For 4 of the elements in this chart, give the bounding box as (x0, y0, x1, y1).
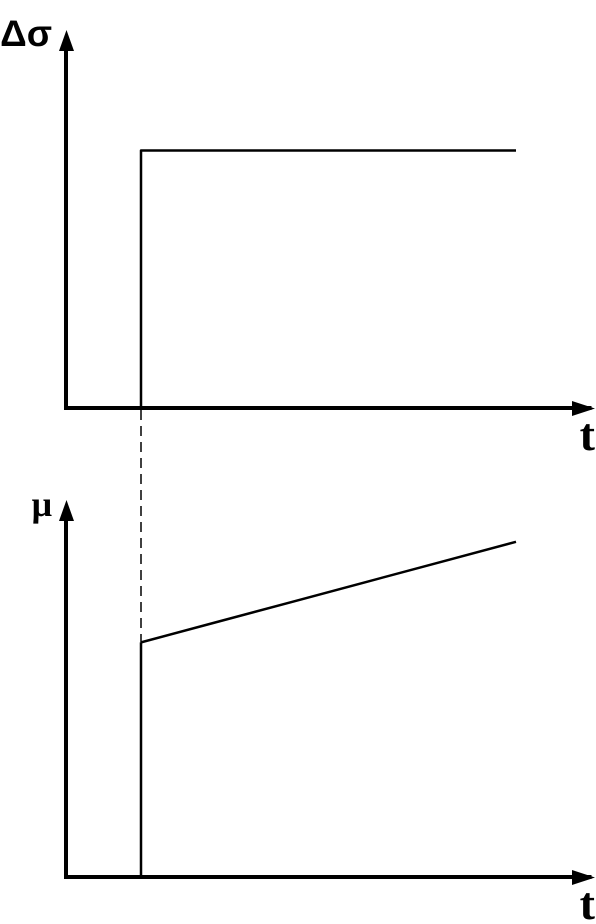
y-axis-title: μ (32, 484, 52, 524)
y-axis-title: Δσ (0, 13, 52, 54)
x-axis-title: t (580, 409, 596, 460)
x-axis-title: t (580, 878, 596, 924)
